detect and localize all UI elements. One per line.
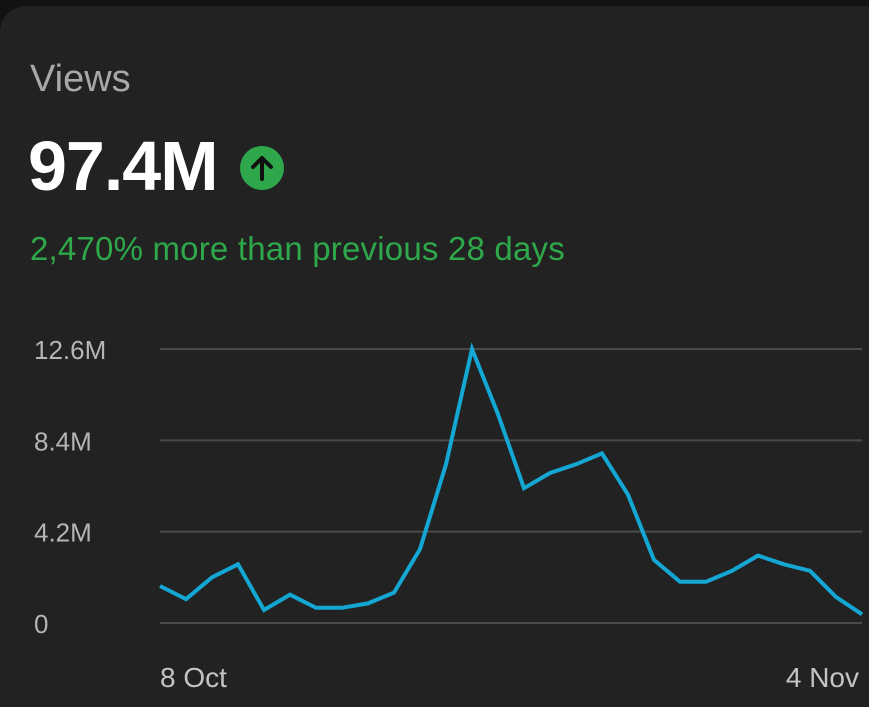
- x-tick-label: 4 Nov: [786, 662, 859, 693]
- y-tick-label: 4.2M: [34, 518, 92, 548]
- views-card: Views 97.4M 2,470% more than previous 28…: [0, 6, 869, 707]
- y-tick-label: 12.6M: [34, 335, 106, 365]
- y-tick-label: 0: [34, 609, 48, 639]
- metric-row: 97.4M: [28, 126, 284, 206]
- views-total: 97.4M: [28, 127, 219, 205]
- arrow-up-icon: [239, 146, 284, 190]
- y-tick-label: 8.4M: [34, 426, 92, 456]
- comparison-text: 2,470% more than previous 28 days: [30, 230, 565, 267]
- x-tick-label: 8 Oct: [160, 662, 227, 693]
- card-title: Views: [30, 58, 131, 100]
- series-line-views: [159, 342, 864, 616]
